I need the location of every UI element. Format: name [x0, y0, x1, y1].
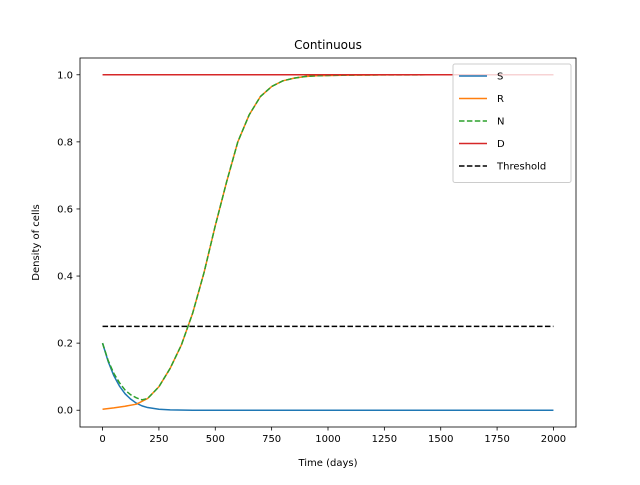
y-tick-label: 0.8: [57, 137, 73, 148]
y-axis: 0.0 0.2 0.4 0.6 0.8 1.0: [57, 70, 80, 417]
legend-label-r: R: [497, 94, 504, 105]
x-tick-label: 2000: [541, 434, 566, 445]
y-tick-label: 0.0: [57, 406, 73, 417]
x-tick-label: 1500: [428, 434, 453, 445]
series-line-s: [101, 342, 554, 411]
series-line-n: [101, 74, 554, 401]
x-tick-label: 750: [262, 434, 281, 445]
legend-label-n: N: [497, 117, 504, 128]
x-tick-label: 500: [206, 434, 225, 445]
x-tick-label: 1250: [372, 434, 397, 445]
legend-frame: [452, 63, 572, 183]
x-tick-label: 1000: [315, 434, 340, 445]
x-axis-label: Time (days): [297, 458, 357, 469]
y-tick-label: 0.2: [57, 339, 73, 350]
y-tick-label: 0.4: [57, 272, 73, 283]
chart-title: Continuous: [294, 38, 362, 52]
legend-label-d: D: [497, 139, 505, 150]
y-tick-label: 1.0: [57, 70, 73, 81]
legend-label-threshold: Threshold: [496, 162, 546, 173]
y-tick-label: 0.6: [57, 204, 73, 215]
legend: SR ND Threshold: [452, 63, 572, 183]
x-tick-label: 0: [99, 434, 105, 445]
y-axis-label: Density of cells: [31, 204, 42, 280]
x-axis: 0 250 500 750 1000 1250 1500 1750 2000: [99, 427, 566, 445]
x-tick-label: 250: [149, 434, 168, 445]
x-tick-label: 1750: [484, 434, 509, 445]
legend-label-s: S: [497, 72, 503, 83]
